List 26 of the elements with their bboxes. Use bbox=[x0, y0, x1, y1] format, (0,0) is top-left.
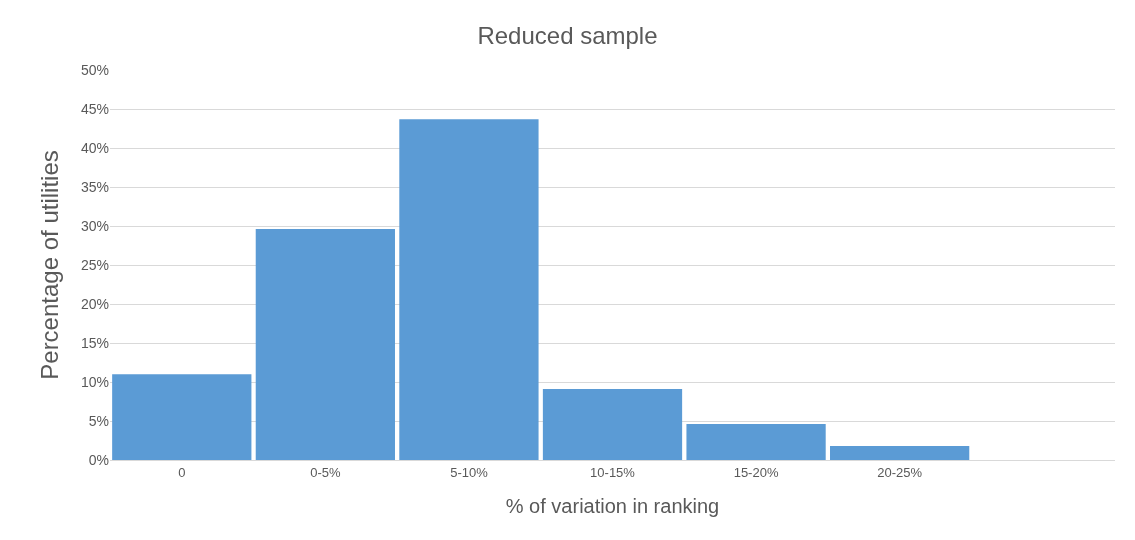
x-tick-label: 15-20% bbox=[733, 464, 779, 480]
y-axis-title: Percentage of utilities bbox=[36, 150, 64, 380]
y-tick-label: 25% bbox=[80, 256, 109, 273]
x-tick-label: 0-5% bbox=[310, 464, 341, 480]
x-tick-label: 10-15% bbox=[590, 464, 636, 480]
bar bbox=[830, 445, 970, 460]
chart-title: Reduced sample bbox=[477, 21, 658, 49]
bar bbox=[542, 389, 683, 460]
y-tick-label: 20% bbox=[80, 295, 109, 312]
bar bbox=[399, 119, 539, 460]
bar bbox=[686, 424, 826, 460]
y-tick-label: 15% bbox=[80, 334, 109, 351]
y-tick-label: 45% bbox=[80, 100, 109, 117]
y-tick-label: 30% bbox=[80, 217, 109, 234]
x-axis-title: % of variation in ranking bbox=[505, 495, 720, 518]
bar bbox=[112, 374, 252, 460]
x-tick-label: 20-25% bbox=[877, 464, 923, 480]
y-tick-label: 40% bbox=[80, 139, 109, 156]
y-tick-label: 0% bbox=[88, 451, 109, 468]
y-tick-label: 5% bbox=[88, 412, 109, 429]
y-tick-label: 50% bbox=[80, 61, 109, 78]
x-tick-label: 5-10% bbox=[450, 464, 489, 480]
x-tick-label: 0 bbox=[178, 464, 186, 480]
y-tick-label: 10% bbox=[80, 373, 109, 390]
y-tick-label: 35% bbox=[80, 178, 109, 195]
bar bbox=[255, 229, 395, 460]
